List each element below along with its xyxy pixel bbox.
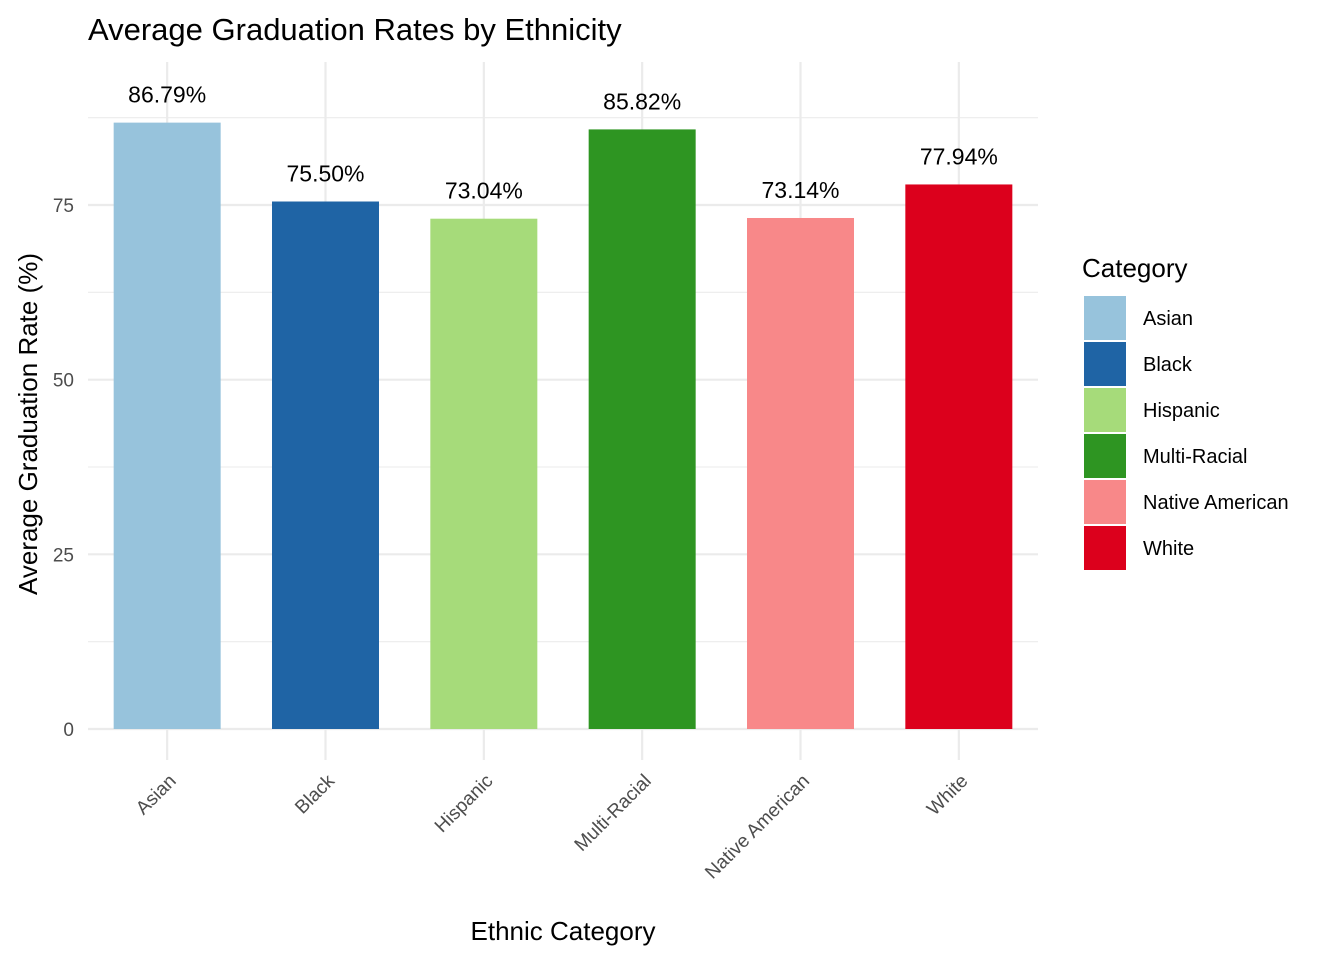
data-label: 77.94% <box>920 143 998 169</box>
bar-asian <box>113 122 221 729</box>
data-label: 85.82% <box>603 88 681 114</box>
chart-title: Average Graduation Rates by Ethnicity <box>88 12 622 47</box>
legend-label: Multi-Racial <box>1143 446 1247 468</box>
legend-key <box>1084 388 1126 432</box>
y-tick-label: 50 <box>53 371 74 392</box>
legend-label: White <box>1143 538 1194 560</box>
legend-label: Hispanic <box>1143 400 1220 422</box>
data-label: 73.04% <box>445 178 523 204</box>
bars-layer <box>113 122 1013 730</box>
bar-white <box>905 184 1013 729</box>
data-label: 73.14% <box>761 177 839 203</box>
legend-title: Category <box>1082 253 1188 283</box>
bar-hispanic <box>430 218 538 730</box>
y-axis-title: Average Graduation Rate (%) <box>13 253 43 595</box>
legend-label: Native American <box>1143 492 1289 514</box>
legend-key <box>1084 342 1126 386</box>
y-tick-label: 0 <box>63 720 74 741</box>
legend-key <box>1084 434 1126 478</box>
y-tick-label: 75 <box>53 196 74 217</box>
legend-key <box>1084 526 1126 570</box>
legend-label: Black <box>1143 354 1193 376</box>
x-axis-title: Ethnic Category <box>471 916 656 946</box>
y-axis-ticks: 0 25 50 75 <box>53 196 74 741</box>
legend-items: Asian Black Hispanic Multi-Racial Native Ame… <box>1084 296 1289 570</box>
bar-native-american <box>747 217 854 730</box>
legend-key <box>1084 480 1126 524</box>
data-labels-layer: 86.79% 75.50% 73.04% 85.82% 73.14% 77.94% <box>128 82 998 204</box>
y-tick-label: 25 <box>53 545 74 566</box>
data-label: 86.79% <box>128 82 206 108</box>
legend: Category Asian Black Hispanic Multi-Racial N… <box>1082 253 1289 570</box>
legend-key <box>1084 296 1126 340</box>
data-label: 75.50% <box>286 161 364 187</box>
bar-black <box>272 201 379 730</box>
bar-multi-racial <box>588 129 696 729</box>
legend-label: Asian <box>1143 308 1193 330</box>
